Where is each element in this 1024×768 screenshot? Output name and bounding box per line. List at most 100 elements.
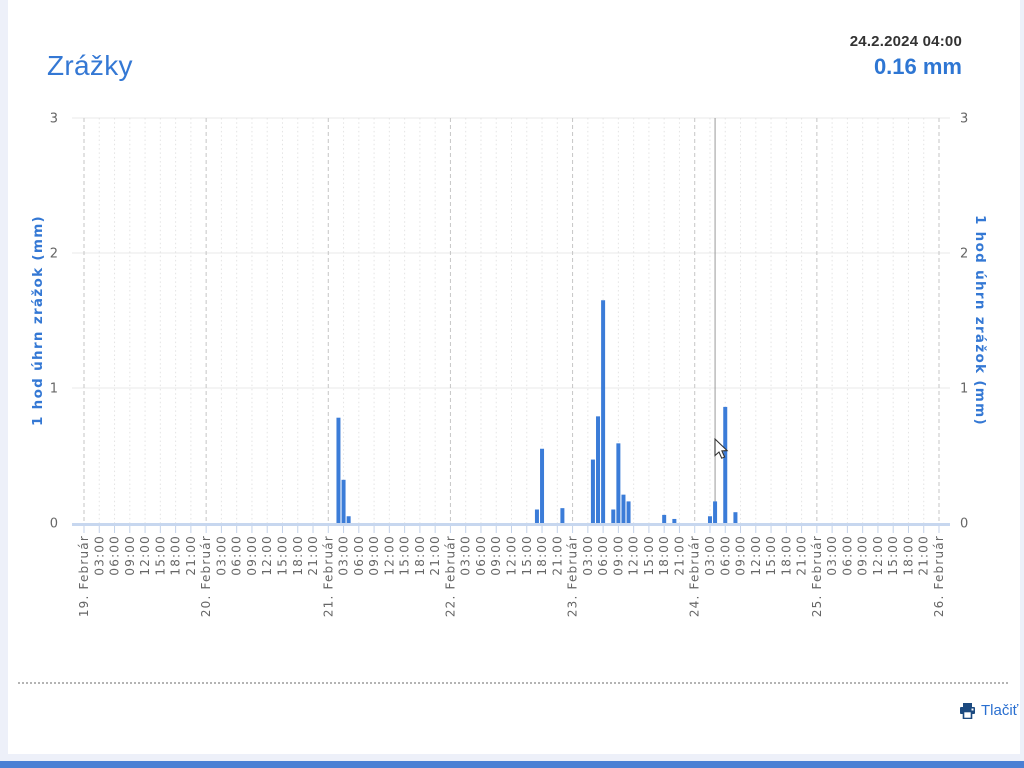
x-axis-label: 15:00 [275, 535, 289, 576]
x-axis-label: 06:00 [352, 535, 366, 576]
x-axis-label: 24. Február [688, 535, 702, 617]
x-axis-label: 06:00 [108, 535, 122, 576]
precipitation-bar[interactable] [540, 448, 545, 523]
x-axis-label: 21. Február [321, 535, 335, 617]
x-axis-label: 18:00 [169, 535, 183, 576]
x-axis-label: 06:00 [840, 535, 854, 576]
x-axis-label: 18:00 [413, 535, 427, 576]
precipitation-bar[interactable] [626, 501, 631, 523]
x-axis-label: 12:00 [627, 535, 641, 576]
page-title: Zrážky [47, 50, 133, 81]
x-axis-label: 15:00 [886, 535, 900, 576]
x-axis-label: 03:00 [825, 535, 839, 576]
precipitation-chart[interactable]: 19. Február 03:00 06:00 09:00 12:00 15:00 18:0… [0, 0, 1024, 700]
x-axis-label: 20. Február [199, 535, 213, 617]
x-axis-label: 09:00 [856, 535, 870, 576]
precipitation-bar[interactable] [341, 479, 346, 523]
x-axis-label: 12:00 [505, 535, 519, 576]
y-axis-label-right: 1 [960, 382, 968, 397]
x-axis-label: 06:00 [718, 535, 732, 576]
y-axis-label-right: 0 [960, 517, 968, 532]
precipitation-bar[interactable] [713, 501, 718, 523]
y-axis-title-right: 1 hod úhrn zrážok (mm) [972, 215, 988, 426]
x-axis-label: 09:00 [367, 535, 381, 576]
y-axis-label-left: 2 [50, 247, 58, 262]
precipitation-bar[interactable] [707, 516, 712, 523]
x-axis-label: 22. Február [443, 535, 457, 617]
x-axis-label: 12:00 [260, 535, 274, 576]
y-axis-label-left: 0 [50, 517, 58, 532]
x-axis-label: 18:00 [901, 535, 915, 576]
print-button[interactable]: Tlačiť [959, 702, 1018, 719]
x-axis-label: 21:00 [184, 535, 198, 576]
x-axis-label: 03:00 [703, 535, 717, 576]
axis-titles: 1 hod úhrn zrážok (mm) 1 hod úhrn zrážok … [30, 215, 988, 426]
chart-header-readout: 24.2.2024 04:00 0.16 mm [662, 33, 962, 80]
x-axis-label: 12:00 [382, 535, 396, 576]
precipitation-bar[interactable] [346, 516, 351, 523]
precipitation-bar[interactable] [611, 509, 616, 524]
x-axis-label: 21:00 [672, 535, 686, 576]
printer-icon [960, 703, 975, 719]
precipitation-bar[interactable] [662, 514, 667, 523]
x-axis-label: 18:00 [779, 535, 793, 576]
precipitation-bar[interactable] [723, 406, 728, 523]
current-value: 0.16 mm [873, 54, 962, 79]
x-axis-label: 12:00 [749, 535, 763, 576]
x-axis [72, 523, 950, 533]
y-axis-label-left: 3 [50, 112, 58, 127]
x-axis-label: 15:00 [153, 535, 167, 576]
x-axis-label: 09:00 [123, 535, 137, 576]
x-axis-label: 09:00 [611, 535, 625, 576]
x-axis-label: 26. Február [932, 535, 946, 617]
precipitation-bar[interactable] [601, 300, 606, 523]
precipitation-bar[interactable] [590, 459, 595, 523]
x-axis-label: 18:00 [657, 535, 671, 576]
x-axis-label: 25. Február [810, 535, 824, 617]
x-axis-label: 21:00 [306, 535, 320, 576]
x-axis-label: 09:00 [734, 535, 748, 576]
x-axis-label: 12:00 [138, 535, 152, 576]
content-card [8, 0, 1020, 754]
x-axis-label: 06:00 [474, 535, 488, 576]
x-axis-label: 18:00 [535, 535, 549, 576]
bottom-bar [0, 761, 1024, 768]
x-axis-label: 23. Február [566, 535, 580, 617]
x-axis-label: 21:00 [550, 535, 564, 576]
x-axis-label: 15:00 [642, 535, 656, 576]
print-button-label: Tlačiť [981, 702, 1019, 719]
x-axis-label: 12:00 [871, 535, 885, 576]
x-axis-label: 03:00 [337, 535, 351, 576]
bars[interactable] [336, 300, 738, 524]
x-axis-label: 03:00 [92, 535, 106, 576]
y-axis-label-right: 3 [960, 112, 968, 127]
x-axis-label: 06:00 [596, 535, 610, 576]
x-axis-label: 15:00 [520, 535, 534, 576]
x-axis-label: 21:00 [428, 535, 442, 576]
x-gridlines [83, 118, 940, 523]
precipitation-bar[interactable] [596, 416, 601, 523]
x-axis-label: 09:00 [245, 535, 259, 576]
y-axis-label-left: 1 [50, 382, 58, 397]
precipitation-bar[interactable] [672, 518, 677, 523]
precipitation-bar[interactable] [336, 417, 341, 523]
precipitation-bar[interactable] [621, 494, 626, 523]
precipitation-bar[interactable] [733, 512, 738, 523]
x-axis-label: 19. Február [77, 535, 91, 617]
mouse-cursor [714, 438, 729, 459]
x-axis-label: 21:00 [917, 535, 931, 576]
precipitation-bar[interactable] [560, 508, 565, 523]
y-axis-title-left: 1 hod úhrn zrážok (mm) [30, 215, 46, 426]
x-axis-labels: 19. Február 03:00 06:00 09:00 12:00 15:00 18:0… [77, 535, 946, 617]
x-axis-label: 21:00 [795, 535, 809, 576]
precipitation-bar[interactable] [616, 443, 621, 523]
current-timestamp: 24.2.2024 04:00 [849, 33, 962, 50]
x-axis-label: 15:00 [764, 535, 778, 576]
x-axis-label: 15:00 [398, 535, 412, 576]
x-axis-label: 06:00 [230, 535, 244, 576]
y-axis-label-right: 2 [960, 247, 968, 262]
precipitation-bar[interactable] [534, 509, 539, 524]
x-axis-label: 03:00 [581, 535, 595, 576]
y-gridlines [72, 117, 950, 389]
x-axis-label: 09:00 [489, 535, 503, 576]
